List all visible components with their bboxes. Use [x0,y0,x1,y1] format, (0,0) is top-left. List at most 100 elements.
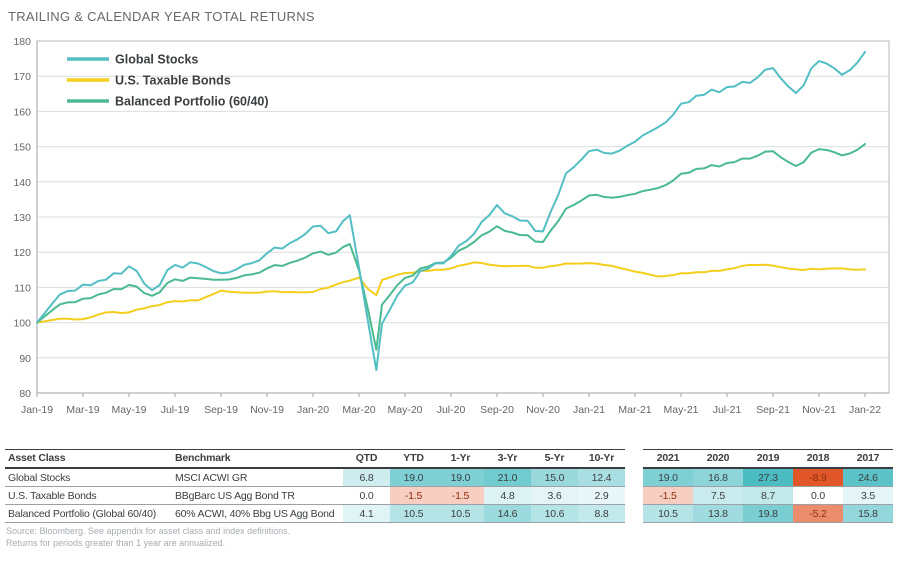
column-header-2021: 2021 [643,449,693,469]
return-value-cell: 0.0 [343,486,390,505]
return-value-cell: 10.5 [437,504,484,523]
return-value-cell: 19.0 [390,468,437,487]
column-header-ytd: YTD [390,449,437,469]
y-axis-tick-label: 180 [13,36,31,48]
y-axis-tick-label: 170 [13,71,31,83]
page-title: TRAILING & CALENDAR YEAR TOTAL RETURNS [8,9,315,24]
return-value-cell: 10.6 [531,504,578,523]
column-header-10-yr: 10-Yr [578,449,625,469]
legend-label: Balanced Portfolio (60/40) [115,95,269,109]
x-axis-tick-label: Jan-20 [297,404,329,416]
column-header-benchmark: Benchmark [175,449,343,469]
y-axis-tick-label: 90 [19,353,31,365]
x-axis-tick-label: Jul-20 [437,404,466,416]
x-axis-tick-label: May-21 [663,404,698,416]
return-value-cell: -1.5 [643,486,693,505]
return-value-cell: 13.8 [693,504,743,523]
return-value-cell: 19.0 [437,468,484,487]
return-value-cell: 15.8 [843,504,893,523]
x-axis-tick-label: Jul-19 [161,404,190,416]
column-header-2018: 2018 [793,449,843,469]
column-header-1-yr: 1-Yr [437,449,484,469]
y-axis-tick-label: 80 [19,388,31,400]
row-gap [625,504,643,523]
return-value-cell: 12.4 [578,468,625,487]
table-row: U.S. Taxable Bonds BBgBarc US Agg Bond TR… [5,486,893,505]
footnote-source: Source: Bloomberg. See appendix for asse… [6,526,291,536]
y-axis-tick-label: 110 [14,282,31,294]
return-value-cell: 8.7 [743,486,793,505]
return-value-cell: 7.5 [693,486,743,505]
x-axis-tick-label: Nov-21 [802,404,836,416]
x-axis-tick-label: Nov-20 [526,404,560,416]
legend-label: U.S. Taxable Bonds [115,74,231,88]
x-axis-tick-label: Jan-22 [849,404,881,416]
x-axis-tick-label: May-19 [111,404,146,416]
return-value-cell: 24.6 [843,468,893,487]
x-axis-tick-label: Jan-19 [21,404,53,416]
return-value-cell: 16.8 [693,468,743,487]
row-gap [625,468,643,487]
x-axis-tick-label: May-20 [387,404,422,416]
return-value-cell: 3.5 [843,486,893,505]
return-value-cell: -5.2 [793,504,843,523]
legend-label: Global Stocks [115,53,198,67]
column-header-3-yr: 3-Yr [484,449,531,469]
column-header-5-yr: 5-Yr [531,449,578,469]
return-value-cell: 15.0 [531,468,578,487]
return-value-cell: 21.0 [484,468,531,487]
series-line-us-taxable-bonds [36,261,866,324]
legend-item-global-stocks: Global Stocks [67,53,198,67]
benchmark-cell: MSCI ACWI GR [175,468,343,487]
returns-table: Asset Class Benchmark QTD YTD 1-Yr 3-Yr 5-Yr 10… [5,449,893,523]
return-value-cell: 2.9 [578,486,625,505]
y-axis-tick-label: 150 [13,142,31,154]
x-axis-tick-label: Sep-20 [480,404,514,416]
asset-class-cell: U.S. Taxable Bonds [5,486,175,505]
column-header-asset-class: Asset Class [5,449,175,469]
x-axis-tick-label: Mar-19 [66,404,99,416]
x-axis-tick-label: Jan-21 [573,404,605,416]
footnote-annualized: Returns for periods greater than 1 year … [6,538,226,548]
y-axis-tick-label: 160 [13,106,31,118]
return-value-cell: -1.5 [390,486,437,505]
series-line-balanced-portfolio [36,143,866,351]
return-value-cell: 10.5 [643,504,693,523]
column-header-2017: 2017 [843,449,893,469]
table-row: Balanced Portfolio (Global 60/40) 60% ACW… [5,504,893,523]
legend-item-balanced-portfolio: Balanced Portfolio (60/40) [67,95,269,109]
return-value-cell: 0.0 [793,486,843,505]
header-gap [625,449,643,468]
row-gap [625,486,643,505]
x-axis-tick-label: Mar-20 [342,404,375,416]
x-axis-tick-label: Jul-21 [713,404,742,416]
return-value-cell: 4.1 [343,504,390,523]
return-value-cell: 8.8 [578,504,625,523]
return-value-cell: -8.9 [793,468,843,487]
x-axis-tick-label: Mar-21 [618,404,651,416]
y-axis-tick-label: 130 [13,212,31,224]
y-axis-tick-label: 140 [13,177,31,189]
benchmark-cell: 60% ACWI, 40% Bbg US Agg Bond [175,504,343,523]
total-returns-line-chart: 80 90 100 110 120 130 140 150 160 170 180 Jan-19 Mar… [13,36,890,416]
table-row: Global Stocks MSCI ACWI GR 6.8 19.0 19.0 21.0… [5,468,893,487]
asset-class-cell: Balanced Portfolio (Global 60/40) [5,504,175,523]
return-value-cell: 3.6 [531,486,578,505]
return-value-cell: -1.5 [437,486,484,505]
column-header-2020: 2020 [693,449,743,469]
column-header-2019: 2019 [743,449,793,469]
benchmark-cell: BBgBarc US Agg Bond TR [175,486,343,505]
series-line-global-stocks [36,50,866,372]
x-axis-tick-label: Sep-21 [756,404,790,416]
column-header-qtd: QTD [343,449,390,469]
legend-item-us-taxable-bonds: U.S. Taxable Bonds [67,74,231,88]
return-value-cell: 14.6 [484,504,531,523]
y-axis-tick-label: 100 [13,318,31,330]
asset-class-cell: Global Stocks [5,468,175,487]
x-axis-tick-label: Nov-19 [250,404,284,416]
table-header-row: Asset Class Benchmark QTD YTD 1-Yr 3-Yr 5-Yr 10… [5,449,893,469]
return-value-cell: 6.8 [343,468,390,487]
return-value-cell: 4.8 [484,486,531,505]
return-value-cell: 19.0 [643,468,693,487]
